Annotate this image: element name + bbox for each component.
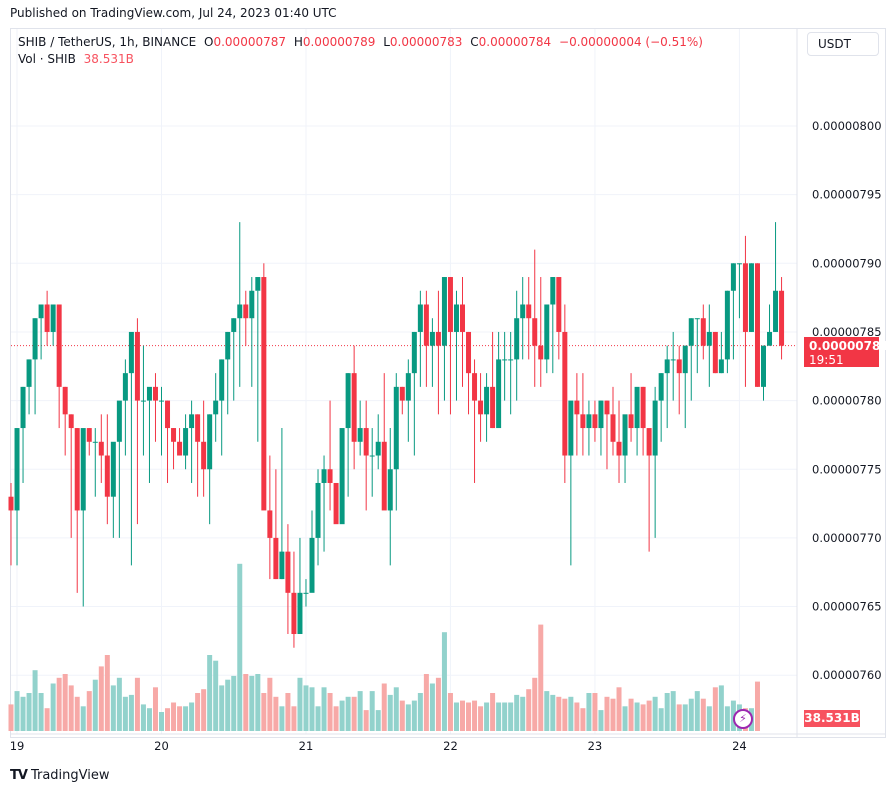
chart-legend: SHIB / TetherUS, 1h, BINANCE O0.00000787… xyxy=(18,34,703,68)
currency-button[interactable]: USDT xyxy=(807,32,879,56)
high-value: 0.00000789 xyxy=(302,35,376,49)
change-value: −0.00000004 (−0.51%) xyxy=(559,35,703,49)
svg-text:0.00000775: 0.00000775 xyxy=(812,462,882,476)
lightning-event-icon[interactable]: ⚡ xyxy=(733,709,753,729)
tradingview-logo[interactable]: TV TradingView xyxy=(10,768,109,783)
symbol-title[interactable]: SHIB / TetherUS, 1h, BINANCE xyxy=(18,35,197,49)
chart-frame[interactable] xyxy=(10,28,886,738)
high-label: H xyxy=(293,35,303,49)
close-value: 0.00000784 xyxy=(478,35,552,49)
tradingview-logo-text: TradingView xyxy=(30,768,110,783)
volume-badge: 38.531B xyxy=(804,710,860,727)
low-value: 0.00000783 xyxy=(389,35,463,49)
price-axis[interactable]: 0.00000800 0.00000795 0.00000790 0.00000785… xyxy=(812,119,882,682)
svg-text:0.00000765: 0.00000765 xyxy=(812,600,882,614)
svg-text:0.00000785: 0.00000785 xyxy=(812,325,882,339)
svg-text:19: 19 xyxy=(10,739,25,753)
published-caption: Published on TradingView.com, Jul 24, 20… xyxy=(10,6,337,20)
svg-text:0.00000790: 0.00000790 xyxy=(812,256,882,270)
tradingview-mark-icon: TV xyxy=(10,768,28,783)
volume-label[interactable]: Vol · SHIB xyxy=(18,52,76,66)
volume-bars xyxy=(8,563,760,731)
svg-text:0.00000760: 0.00000760 xyxy=(812,668,882,682)
svg-text:0.00000800: 0.00000800 xyxy=(812,119,882,133)
close-label: C xyxy=(470,35,479,49)
svg-text:23: 23 xyxy=(588,739,603,753)
open-value: 0.00000787 xyxy=(213,35,286,49)
svg-text:0.00000770: 0.00000770 xyxy=(812,531,882,545)
candles xyxy=(8,222,785,648)
svg-text:0.00000795: 0.00000795 xyxy=(812,188,882,202)
svg-text:22: 22 xyxy=(443,739,458,753)
ohlc-row: SHIB / TetherUS, 1h, BINANCE O0.00000787… xyxy=(18,34,703,51)
time-axis[interactable]: 19 20 21 22 23 24 xyxy=(10,739,747,753)
svg-text:21: 21 xyxy=(299,739,314,753)
last-price-badge: 0.00000784 19:51 xyxy=(804,337,889,367)
bar-countdown: 19:51 xyxy=(809,353,844,367)
low-label: L xyxy=(383,35,390,49)
svg-text:20: 20 xyxy=(154,739,169,753)
last-price-value: 0.00000784 xyxy=(809,339,889,353)
svg-text:24: 24 xyxy=(732,739,747,753)
volume-row: Vol · SHIB 38.531B xyxy=(18,51,703,68)
svg-text:0.00000780: 0.00000780 xyxy=(812,394,882,408)
open-label: O xyxy=(204,35,214,49)
volume-value: 38.531B xyxy=(83,52,134,66)
